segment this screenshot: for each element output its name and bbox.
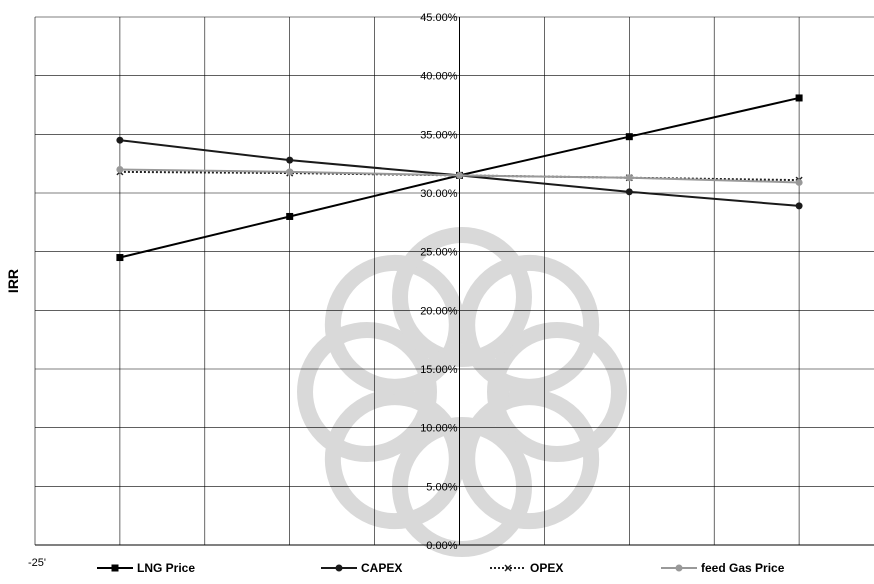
data-point	[625, 174, 633, 182]
y-tick-label: 45.00%	[420, 12, 458, 24]
y-tick-label: 35.00%	[420, 129, 458, 141]
labels: 0.00% 5.00% 10.00% 15.00% 20.00% 25.00% 30.00%…	[5, 12, 458, 569]
data-point	[286, 168, 294, 176]
y-tick-label: 5.00%	[426, 481, 457, 493]
legend-marker	[504, 564, 512, 572]
y-tick-label: 15.00%	[420, 364, 458, 376]
data-point	[286, 156, 294, 164]
data-point	[116, 166, 124, 174]
data-point	[286, 212, 294, 220]
data-point	[795, 178, 803, 186]
legend: LNG Price CAPEX OPEX feed Gas Price	[97, 561, 785, 575]
watermark-hub	[415, 345, 509, 439]
legend-item-opex: OPEX	[490, 561, 563, 575]
legend-marker	[675, 564, 683, 572]
y-tick-label: 40.00%	[420, 71, 458, 83]
data-point	[116, 254, 124, 262]
series-feed-gas-price	[116, 166, 803, 186]
watermark-ring	[459, 389, 600, 530]
legend-item-lng-price: LNG Price	[97, 561, 195, 575]
legend-marker	[335, 564, 343, 572]
legend-label: feed Gas Price	[701, 561, 785, 575]
axes	[35, 17, 874, 546]
series	[116, 94, 803, 262]
legend-item-capex: CAPEX	[321, 561, 402, 575]
legend-label: OPEX	[530, 561, 563, 575]
data-point	[795, 94, 803, 102]
watermark-ring	[324, 254, 465, 395]
y-tick-label: 10.00%	[420, 423, 458, 435]
y-axis-title: IRR	[5, 269, 21, 293]
watermark-emblem	[297, 227, 627, 557]
legend-label: CAPEX	[361, 561, 402, 575]
data-point	[795, 202, 803, 210]
y-tick-label: 25.00%	[420, 247, 458, 259]
data-point	[625, 188, 633, 196]
legend-item-feed-gas-price: feed Gas Price	[661, 561, 785, 575]
data-point	[625, 133, 633, 141]
y-tick-label: 30.00%	[420, 188, 458, 200]
series-line	[119, 170, 800, 182]
data-point	[116, 136, 124, 144]
data-point	[456, 171, 463, 179]
watermark-ring	[459, 254, 600, 395]
y-tick-label: 0.00%	[426, 540, 457, 552]
y-tick-label: 20.00%	[420, 305, 458, 317]
legend-label: LNG Price	[137, 561, 195, 575]
watermark-ring	[324, 389, 465, 530]
x-tick-label: -25'	[28, 557, 46, 569]
legend-marker	[111, 564, 119, 572]
